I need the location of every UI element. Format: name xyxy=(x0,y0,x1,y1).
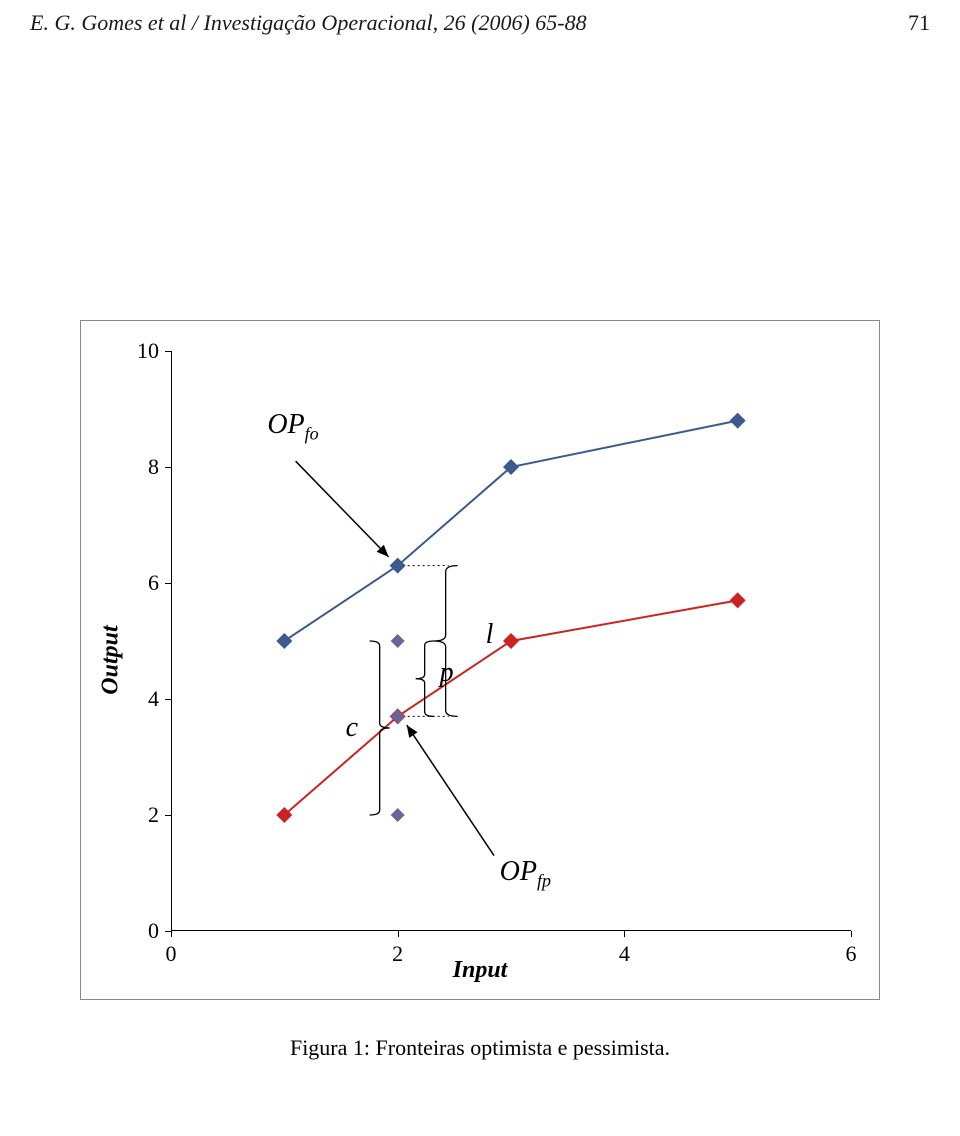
annotation-l: l xyxy=(486,619,494,651)
header-page-number: 71 xyxy=(908,10,930,36)
annotation-c: c xyxy=(346,712,358,744)
y-tick xyxy=(165,583,171,584)
x-tick-label: 6 xyxy=(846,941,857,967)
y-tick-label: 10 xyxy=(137,338,159,364)
x-tick-label: 2 xyxy=(392,941,403,967)
y-tick-label: 0 xyxy=(148,918,159,944)
page-header: E. G. Gomes et al / Investigação Operaci… xyxy=(0,10,960,36)
annotation-op-fo: OPfo xyxy=(267,409,318,445)
annotation-op-fp: OPfp xyxy=(500,856,551,892)
y-axis-title: Output xyxy=(98,625,125,694)
x-tick-label: 0 xyxy=(166,941,177,967)
x-axis-title: Input xyxy=(453,957,508,984)
y-tick-label: 6 xyxy=(148,570,159,596)
x-tick-label: 4 xyxy=(619,941,630,967)
y-tick-label: 8 xyxy=(148,454,159,480)
plot-area: 02468100246OPfoOPfpcpl xyxy=(171,351,851,931)
y-tick xyxy=(165,699,171,700)
x-tick xyxy=(398,931,399,937)
header-citation: E. G. Gomes et al / Investigação Operaci… xyxy=(30,10,587,36)
chart-container: Output Input 0 2 4 6 8 10 0 2 4 6 OPfo OPfp c pl xyxy=(80,320,880,1000)
x-tick xyxy=(624,931,625,937)
y-tick-label: 4 xyxy=(148,686,159,712)
y-tick xyxy=(165,351,171,352)
figure-caption: Figura 1: Fronteiras optimista e pessimi… xyxy=(0,1035,960,1061)
x-tick xyxy=(171,931,172,937)
x-tick xyxy=(851,931,852,937)
y-tick xyxy=(165,467,171,468)
y-tick-label: 2 xyxy=(148,802,159,828)
annotation-p: p xyxy=(440,657,454,689)
y-tick xyxy=(165,815,171,816)
